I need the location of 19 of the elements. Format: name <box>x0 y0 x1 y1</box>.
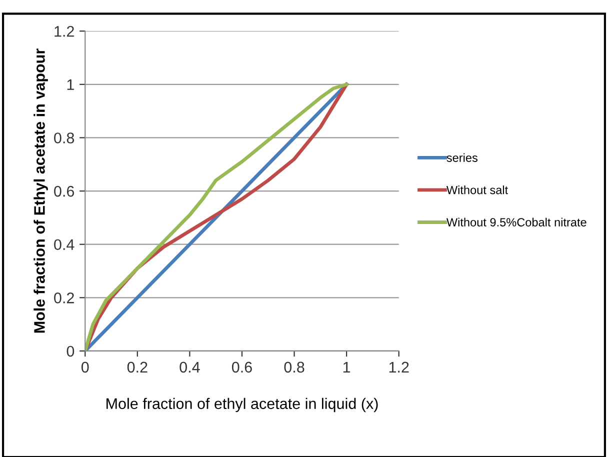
y-axis-title: Mole fraction of Ethyl acetate in vapour <box>34 48 48 333</box>
x-tick-label: 0 <box>81 362 89 373</box>
x-tick-label: 1 <box>343 362 350 372</box>
legend-label: Without 9.5%Cobalt nitrate <box>446 218 586 226</box>
y-tick-label: 0.4 <box>54 239 74 250</box>
x-tick-label: 1.2 <box>389 362 409 372</box>
x-tick-label: 0.8 <box>284 362 304 373</box>
y-tick-label: 0.2 <box>54 292 74 304</box>
x-tick-label: 0.4 <box>180 362 200 373</box>
y-tick-label: 1.2 <box>54 26 74 37</box>
x-tick-label: 0.2 <box>127 362 148 373</box>
x-axis-title: Mole fraction of ethyl acetate in liquid (x) <box>106 398 378 412</box>
legend-label: Without salt <box>446 186 508 194</box>
y-tick-label: 0.6 <box>54 186 74 197</box>
x-tick-label: 0.6 <box>232 362 252 373</box>
y-tick-label: 0.8 <box>54 132 74 144</box>
y-tick-label: 1 <box>67 79 74 90</box>
y-tick-label: 0 <box>66 346 74 357</box>
legend-label: series <box>446 153 478 162</box>
